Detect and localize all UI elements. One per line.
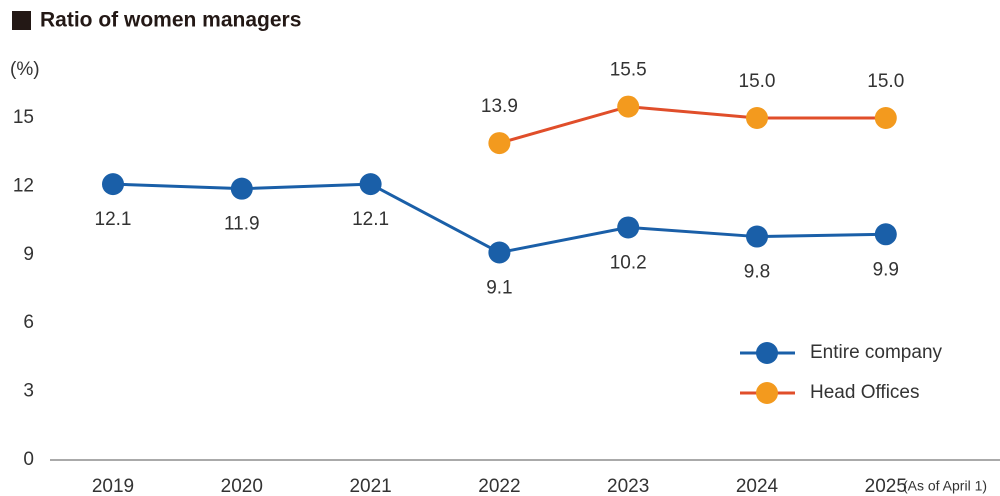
data-point xyxy=(874,107,897,129)
data-point xyxy=(746,107,768,129)
data-label: 9.8 xyxy=(744,262,770,283)
x-tick-label: 2021 xyxy=(349,476,391,496)
data-label: 11.9 xyxy=(224,214,260,235)
y-tick-label: 6 xyxy=(23,312,34,333)
x-note: (As of April 1) xyxy=(903,478,987,494)
x-tick-label: 2019 xyxy=(92,476,134,496)
title-icon xyxy=(12,11,31,30)
data-label: 12.1 xyxy=(352,209,389,230)
data-label: 10.2 xyxy=(610,252,647,273)
legend-marker xyxy=(756,342,778,364)
data-point xyxy=(617,216,640,239)
y-unit-label: (%) xyxy=(10,59,40,80)
data-point xyxy=(874,223,897,246)
x-tick-label: 2020 xyxy=(221,476,263,496)
data-point xyxy=(488,241,511,264)
legend-label: Entire company xyxy=(810,342,943,363)
data-label: 13.9 xyxy=(481,96,518,117)
data-label: 15.0 xyxy=(867,71,904,92)
data-label: 12.1 xyxy=(95,209,132,230)
y-tick-label: 0 xyxy=(23,449,34,470)
data-label: 15.5 xyxy=(610,60,647,81)
x-tick-label: 2023 xyxy=(607,476,649,496)
data-point xyxy=(746,225,768,248)
series-line xyxy=(498,105,886,145)
y-tick-label: 15 xyxy=(13,107,34,128)
data-point xyxy=(617,95,640,118)
y-tick-label: 12 xyxy=(13,175,34,196)
data-label: 15.0 xyxy=(739,71,776,92)
data-label: 9.1 xyxy=(486,278,512,299)
legend-label: Head Offices xyxy=(810,382,919,403)
legend-marker xyxy=(756,382,778,404)
data-point xyxy=(102,173,124,196)
data-point xyxy=(488,132,511,155)
data-point xyxy=(359,173,382,196)
data-point xyxy=(230,177,253,200)
x-tick-label: 2022 xyxy=(478,476,520,496)
x-tick-label: 2024 xyxy=(736,476,779,496)
y-tick-label: 3 xyxy=(23,381,34,402)
chart-title: Ratio of women managers xyxy=(40,9,301,32)
x-tick-label: 2025 xyxy=(865,476,907,496)
y-tick-label: 9 xyxy=(23,244,34,265)
data-label: 9.9 xyxy=(873,259,899,280)
